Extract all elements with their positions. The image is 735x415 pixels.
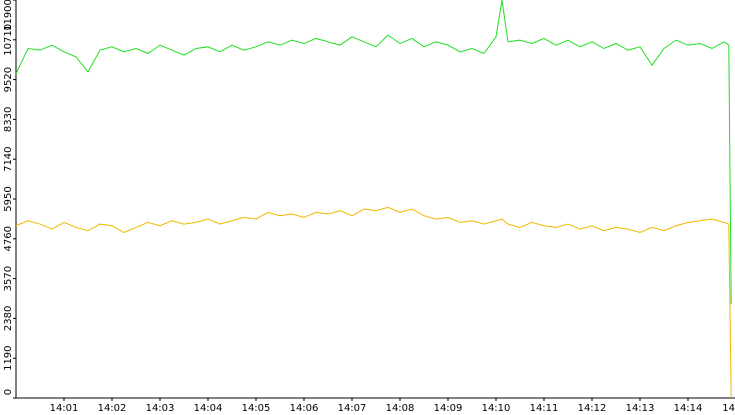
y-tick-label: 11900 (3, 0, 14, 31)
y-tick-label: 2380 (3, 306, 14, 331)
y-tick-label: 0 (3, 389, 14, 395)
x-tick-label: 14:01 (50, 403, 79, 414)
x-tick-label: 14 (722, 403, 735, 414)
x-tick-label: 14:06 (290, 403, 319, 414)
x-tick-label: 14:09 (434, 403, 463, 414)
x-tick-label: 14:10 (482, 403, 511, 414)
x-tick-label: 14:05 (242, 403, 271, 414)
y-tick-label: 10710 (3, 24, 14, 56)
x-tick-label: 14:07 (338, 403, 367, 414)
x-tick-label: 14:13 (626, 403, 655, 414)
series-line (15, 206, 732, 399)
x-tick-label: 14:12 (578, 403, 607, 414)
y-tick-label: 1190 (3, 345, 14, 370)
x-tick-label: 14:14 (674, 403, 703, 414)
y-tick-label: 3570 (3, 266, 14, 291)
y-tick-label: 8330 (3, 107, 14, 132)
y-tick-label: 5950 (3, 186, 14, 211)
x-tick-label: 14:02 (98, 403, 127, 414)
y-tick-label: 9520 (3, 67, 14, 92)
x-tick-label: 14:03 (146, 403, 175, 414)
y-tick-label: 7140 (3, 146, 14, 171)
x-tick-label: 14:04 (194, 403, 223, 414)
x-tick-label: 14:11 (530, 403, 559, 414)
series-line (15, 0, 732, 305)
y-tick-label: 4760 (3, 226, 14, 251)
x-tick-label: 14:08 (386, 403, 415, 414)
